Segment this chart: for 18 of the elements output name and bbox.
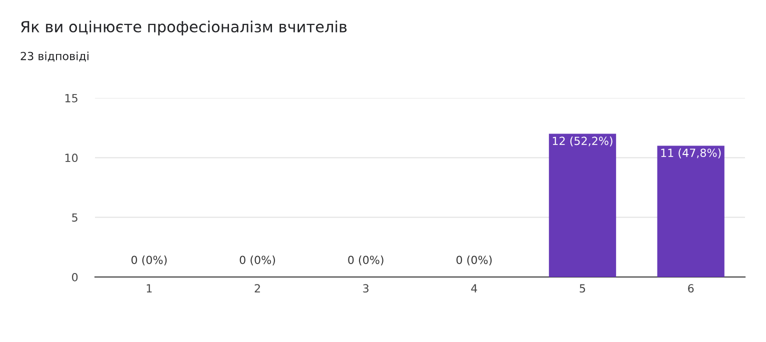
data-label: 0 (0%) bbox=[456, 256, 492, 266]
y-tick-label: 10 bbox=[65, 154, 78, 162]
data-label: 0 (0%) bbox=[131, 256, 167, 266]
data-label: 12 (52,2%) bbox=[552, 136, 612, 146]
x-tick-label: 2 bbox=[254, 284, 260, 292]
data-label: 11 (47,8%) bbox=[661, 148, 721, 158]
x-tick-label: 1 bbox=[146, 284, 152, 292]
x-tick-label: 6 bbox=[688, 284, 694, 293]
y-tick-label: 5 bbox=[72, 213, 78, 222]
y-tick-label: 15 bbox=[65, 94, 78, 102]
x-tick-label: 5 bbox=[580, 284, 586, 293]
chart-subtitle: 23 відповіді bbox=[20, 52, 88, 62]
chart-title: Як ви оцінюєте професіоналізм вчителів bbox=[21, 20, 347, 36]
x-tick-label: 4 bbox=[471, 284, 478, 292]
data-label: 0 (0%) bbox=[348, 256, 384, 266]
y-tick-label: 0 bbox=[72, 272, 78, 282]
data-label: 0 (0%) bbox=[240, 256, 275, 266]
x-tick-label: 3 bbox=[363, 284, 368, 293]
